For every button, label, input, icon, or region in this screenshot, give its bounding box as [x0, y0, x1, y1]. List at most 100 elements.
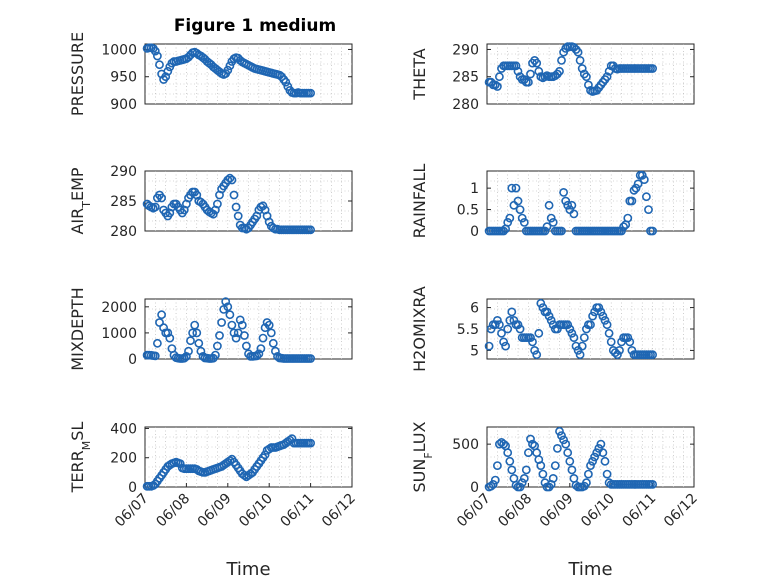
data-point: [617, 226, 626, 236]
data-point: [499, 226, 508, 236]
data-point: [492, 315, 502, 325]
data-point: [152, 51, 162, 61]
y-tick-label: 290: [110, 164, 137, 180]
y-axis-label: TERRMSL: [68, 422, 93, 494]
data-point: [501, 341, 510, 351]
subplot-bottom-left: 0 200 400 06/07 06/08 06/09 06/10 06/11 06/12 TER…: [68, 421, 359, 580]
data-point: [615, 345, 624, 355]
data-point: [567, 200, 577, 210]
data-point: [586, 461, 595, 470]
data-point: [260, 450, 270, 460]
subplot-mid-right: 0 0.5 1 RAINFALL: [410, 164, 695, 240]
data-point: [606, 337, 616, 347]
data-point: [598, 311, 608, 321]
data-point: [499, 439, 508, 449]
y-tick-label: 290: [452, 42, 479, 58]
data-point: [494, 72, 504, 82]
data-point: [159, 323, 168, 333]
data-point: [579, 333, 589, 342]
data-point: [188, 328, 197, 338]
y-axis-label: H2OMIXRA: [410, 286, 429, 372]
y-axis-label: PRESSURE: [68, 32, 87, 116]
data-point: [225, 456, 235, 466]
data-point: [306, 225, 315, 235]
data-point: [582, 72, 591, 82]
data-point: [648, 64, 657, 73]
data-point: [268, 338, 278, 348]
subplot-lower-right: 5 5.5 6 H2OMIXRA: [410, 286, 695, 372]
data-point: [563, 320, 573, 330]
data-point: [492, 461, 502, 470]
data-point: [484, 341, 494, 351]
data-point: [519, 217, 529, 227]
data-point: [557, 56, 566, 65]
data-point: [557, 226, 566, 236]
y-tick-label: 0: [128, 352, 137, 368]
data-point: [526, 69, 535, 79]
data-point: [596, 439, 606, 449]
data-point: [497, 328, 506, 338]
y-tick-label: 0: [470, 480, 479, 496]
y-tick-label: 2000: [101, 300, 137, 316]
data-point: [588, 456, 597, 466]
data-point: [637, 170, 647, 180]
data-point: [225, 310, 235, 320]
y-axis-label: AIRTEMP: [68, 167, 93, 234]
data-point: [532, 350, 542, 360]
subplot-lower-left: 0 1000 2000 MIXDEPTH: [68, 287, 353, 371]
data-point: [231, 333, 241, 343]
data-point: [507, 183, 517, 193]
data-point: [517, 478, 527, 488]
data-point: [575, 350, 585, 360]
data-point: [254, 349, 264, 359]
x-tick-label: 06/09: [537, 491, 577, 531]
data-point: [577, 341, 587, 351]
data-point: [494, 320, 504, 330]
data-point: [534, 66, 544, 76]
data-point: [546, 213, 556, 223]
data-point: [528, 439, 537, 449]
data-point: [642, 192, 651, 202]
data-point: [553, 443, 562, 453]
y-tick-label: 950: [110, 70, 137, 86]
data-point: [639, 175, 649, 184]
data-point: [561, 439, 571, 449]
data-point: [567, 465, 577, 475]
data-point: [513, 196, 523, 206]
data-point: [252, 351, 262, 361]
data-point: [559, 187, 568, 197]
data-point: [546, 315, 556, 325]
data-point: [503, 324, 513, 334]
x-tick-label: 06/07: [454, 491, 494, 531]
data-point: [150, 351, 160, 361]
subplot-bottom-right: 0 500 06/07 06/08 06/09 06/10 06/11 06/12 SUNFLU…: [410, 421, 701, 580]
data-point: [150, 46, 160, 56]
data-point: [163, 66, 173, 76]
data-point: [165, 333, 175, 343]
data-point: [532, 58, 542, 68]
data-point: [565, 456, 575, 466]
x-tick-label: 06/12: [319, 491, 359, 531]
y-tick-label: 5: [470, 343, 479, 359]
data-point: [511, 61, 521, 71]
data-point: [536, 298, 546, 308]
data-point: [526, 333, 535, 342]
data-point: [613, 350, 622, 360]
y-tick-label: 5.5: [457, 322, 479, 338]
data-point: [208, 209, 218, 219]
data-point: [503, 217, 513, 227]
data-point: [499, 337, 508, 347]
data-point: [590, 452, 599, 462]
data-point: [221, 297, 231, 306]
data-point: [157, 193, 166, 203]
y-tick-label: 285: [452, 70, 479, 86]
data-point: [155, 60, 164, 70]
data-point: [526, 434, 535, 444]
data-point: [306, 438, 315, 448]
data-point: [488, 479, 498, 489]
y-tick-label: 0: [128, 480, 137, 496]
data-point: [210, 350, 220, 360]
data-point: [152, 338, 162, 348]
data-point: [538, 469, 548, 479]
data-point: [223, 175, 233, 185]
